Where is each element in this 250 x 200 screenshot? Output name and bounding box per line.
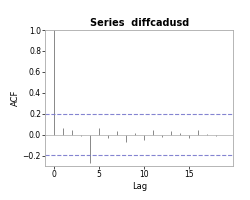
Y-axis label: ACF: ACF xyxy=(11,90,20,106)
X-axis label: Lag: Lag xyxy=(131,182,146,191)
Title: Series  diffcadusd: Series diffcadusd xyxy=(89,18,188,28)
